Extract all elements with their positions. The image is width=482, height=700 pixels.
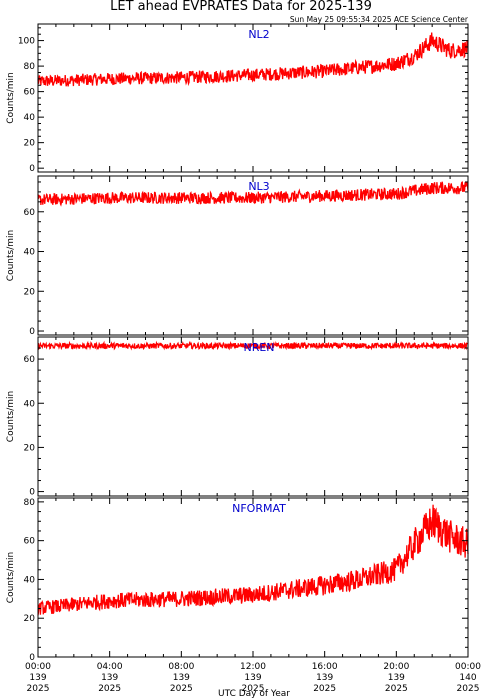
x-tick-label-year: 2025 xyxy=(313,684,336,694)
figure-title: LET ahead EVPRATES Data for 2025-139 xyxy=(110,0,372,14)
x-axis-tick-labels: 00:00139202504:00139202508:00139202512:0… xyxy=(25,662,481,694)
panel-title: NREN xyxy=(243,341,274,354)
y-tick-label: 60 xyxy=(24,537,36,547)
x-tick-label-year: 2025 xyxy=(242,684,265,694)
panels-group: 0 20 40 60 80 100 Counts/min NL2 0 20 40 60 Counts/m… xyxy=(6,23,469,663)
panel-nformat: 0 20 40 60 80 Counts/min NFORMAT xyxy=(6,497,469,663)
x-tick-label-year: 2025 xyxy=(170,684,193,694)
x-tick-label-time: 04:00 xyxy=(97,662,123,672)
series-line-nl2 xyxy=(37,32,469,87)
panel-title: NFORMAT xyxy=(232,502,286,515)
x-tick-label-time: 20:00 xyxy=(383,662,409,672)
y-tick-label: 100 xyxy=(18,37,35,47)
x-tick-label-doy: 139 xyxy=(173,673,190,683)
y-tick-label: 80 xyxy=(24,62,36,72)
series-line-nl3 xyxy=(37,181,469,207)
x-tick-label-year: 2025 xyxy=(457,684,480,694)
panel-nl2: 0 20 40 60 80 100 Counts/min NL2 xyxy=(6,23,469,174)
series-line-nformat xyxy=(37,504,469,616)
y-tick-label: 60 xyxy=(24,88,36,98)
y-axis-label: Counts/min xyxy=(6,552,16,603)
y-tick-label: 20 xyxy=(24,614,36,624)
series-line-nren xyxy=(37,340,469,351)
panel-frame xyxy=(37,336,469,497)
y-tick-label: 80 xyxy=(24,498,36,508)
y-axis-label: Counts/min xyxy=(6,391,16,442)
panel-frame xyxy=(37,497,469,658)
panel-nren: 0 20 40 60 Counts/min NREN xyxy=(6,336,469,498)
panel-frame xyxy=(37,175,469,336)
panel-nl3: 0 20 40 60 Counts/min NL3 xyxy=(6,175,469,337)
panel-frame xyxy=(37,23,469,173)
x-tick-label-time: 12:00 xyxy=(240,662,266,672)
y-tick-label: 20 xyxy=(24,443,36,453)
x-tick-label-year: 2025 xyxy=(385,684,408,694)
y-axis-label: Counts/min xyxy=(6,230,16,281)
x-tick-label-doy: 139 xyxy=(29,673,46,683)
y-tick-label: 20 xyxy=(24,287,36,297)
x-tick-label-year: 2025 xyxy=(27,684,50,694)
x-tick-label-doy: 139 xyxy=(244,673,261,683)
y-tick-label: 60 xyxy=(24,355,36,365)
panel-title: NL2 xyxy=(248,28,269,41)
timestamp-label: Sun May 25 09:55:34 2025 ACE Science Cen… xyxy=(290,15,469,24)
y-tick-label: 60 xyxy=(24,208,36,218)
x-tick-label-doy: 140 xyxy=(459,673,476,683)
x-tick-label-doy: 139 xyxy=(101,673,118,683)
x-tick-label-time: 00:00 xyxy=(25,662,51,672)
y-tick-label: 0 xyxy=(29,164,35,174)
x-tick-label-year: 2025 xyxy=(98,684,121,694)
x-tick-label-doy: 139 xyxy=(316,673,333,683)
y-tick-label: 40 xyxy=(24,399,36,409)
y-tick-label: 40 xyxy=(24,113,36,123)
x-tick-label-time: 08:00 xyxy=(168,662,194,672)
x-tick-label-time: 16:00 xyxy=(312,662,338,672)
y-axis-label: Counts/min xyxy=(6,72,16,123)
y-tick-label: 20 xyxy=(24,139,36,149)
y-tick-label: 40 xyxy=(24,575,36,585)
y-tick-label: 40 xyxy=(24,248,36,258)
x-tick-label-doy: 139 xyxy=(388,673,405,683)
x-tick-label-time: 00:00 xyxy=(455,662,481,672)
y-tick-label: 0 xyxy=(29,327,35,337)
x-axis-label: UTC Day of Year xyxy=(218,689,290,699)
panel-title: NL3 xyxy=(248,180,269,193)
y-tick-label: 0 xyxy=(29,653,35,663)
y-tick-label: 0 xyxy=(29,488,35,498)
